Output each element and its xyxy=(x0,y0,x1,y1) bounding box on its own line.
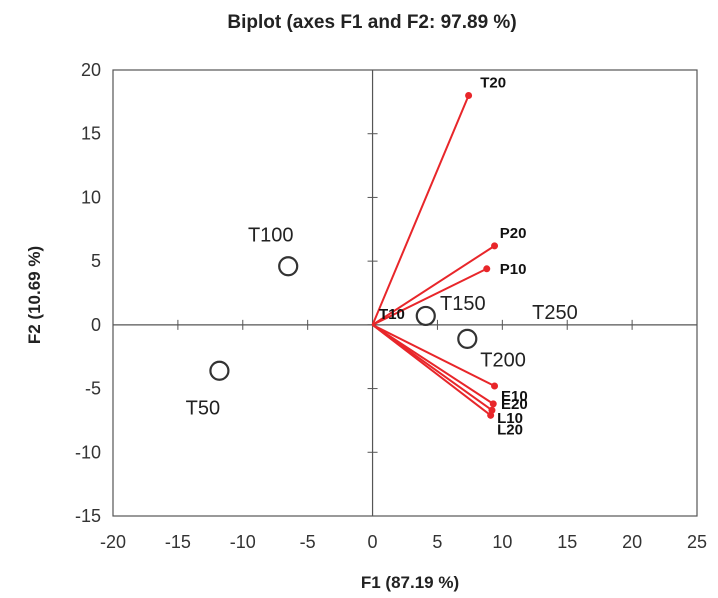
y-tick-label: 20 xyxy=(81,60,101,80)
vector-line xyxy=(372,267,488,326)
vector-point xyxy=(491,242,499,250)
chart-title: Biplot (axes F1 and F2: 97.89 %) xyxy=(227,12,516,33)
vector-line xyxy=(372,245,496,326)
vector-line xyxy=(372,323,495,387)
y-tick-label: 10 xyxy=(81,187,101,207)
y-tick-label: 15 xyxy=(81,124,101,144)
variable-label: P10 xyxy=(500,261,527,278)
observation-label: T250 xyxy=(532,302,578,324)
y-tick-label: -15 xyxy=(75,506,101,526)
observation-label: T200 xyxy=(480,349,526,371)
x-tick-label: -15 xyxy=(165,532,191,552)
variable-label: E20 xyxy=(501,396,528,413)
vector-point xyxy=(483,265,491,273)
observation-label: T100 xyxy=(248,224,294,246)
observations-layer: T50 T100 T150 T200 T250 T10 xyxy=(186,224,578,419)
vector-point xyxy=(489,400,497,408)
vector-point xyxy=(491,382,499,390)
observation-marker xyxy=(209,360,230,381)
observation-marker xyxy=(278,256,299,277)
vector-point xyxy=(487,411,495,419)
variable-label: L10 xyxy=(497,410,523,427)
ticks-layer: -20 -15 -10 -5 0 5 10 15 20 25 -15 -10 -5 0 5 10 15 20 xyxy=(75,60,707,552)
x-tick-label: -10 xyxy=(230,532,256,552)
vector-line xyxy=(371,95,470,326)
x-tick-label: 5 xyxy=(432,532,442,552)
x-tick-label: 25 xyxy=(687,532,707,552)
y-tick-label: 0 xyxy=(91,315,101,335)
variable-label: T20 xyxy=(480,75,506,92)
y-tick-label: -5 xyxy=(85,379,101,399)
x-tick-label: -5 xyxy=(300,532,316,552)
y-tick-label: -10 xyxy=(75,442,101,462)
y-axis-title: F2 (10.69 %) xyxy=(25,246,44,344)
vector-point xyxy=(465,91,473,99)
x-axis-title: F1 (87.19 %) xyxy=(361,573,459,592)
x-tick-label: 20 xyxy=(622,532,642,552)
observation-label: T10 xyxy=(379,306,405,323)
y-tick-label: 5 xyxy=(91,251,101,271)
observation-marker xyxy=(415,305,436,327)
observation-marker xyxy=(457,328,478,349)
observation-label: T150 xyxy=(440,293,486,315)
vector-line xyxy=(371,324,492,417)
plot-frame xyxy=(112,69,698,517)
observation-label: T50 xyxy=(186,398,220,420)
variable-label: L20 xyxy=(497,421,523,438)
x-tick-label: -20 xyxy=(100,532,126,552)
x-tick-label: 10 xyxy=(492,532,512,552)
axes-layer xyxy=(113,70,697,516)
variable-label: E10 xyxy=(501,388,528,405)
x-tick-label: 15 xyxy=(557,532,577,552)
x-tick-label: 0 xyxy=(368,532,378,552)
variable-label: P20 xyxy=(500,225,527,242)
